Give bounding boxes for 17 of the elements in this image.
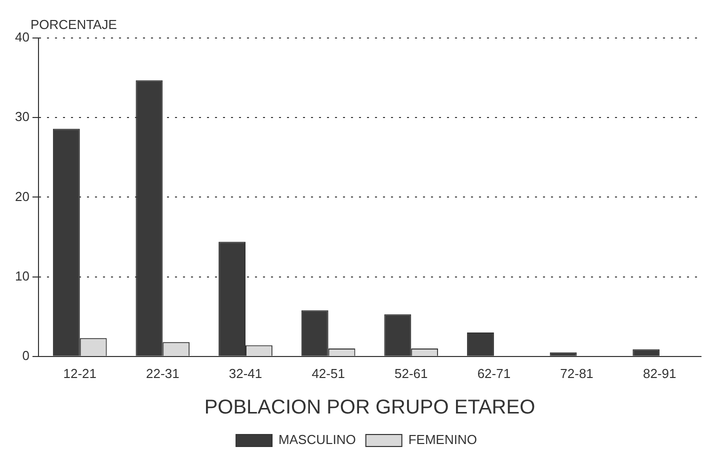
x-tick-label: 82-91 [642,366,676,381]
x-tick-label: 52-61 [394,366,428,381]
x-tick-label: 22-31 [146,366,180,381]
y-tick-label: 40 [14,30,30,45]
y-tick-label: 0 [22,348,30,363]
x-tick-label: 12-21 [63,366,96,381]
y-axis-title: PORCENTAJE [30,17,118,32]
x-tick-label: 72-81 [560,366,594,381]
legend-label: FEMENINO [408,432,477,448]
y-tick-label: 30 [14,109,30,124]
x-tick-label: 42-51 [312,366,345,381]
y-tick-label: 20 [14,188,30,204]
x-axis-title: POBLACION POR GRUPO ETAREO [204,396,536,419]
y-tick-label: 10 [14,268,30,284]
legend-label: MASCULINO [278,432,356,448]
x-tick-label: 62-71 [477,366,511,381]
x-tick-label: 32-41 [228,366,262,381]
